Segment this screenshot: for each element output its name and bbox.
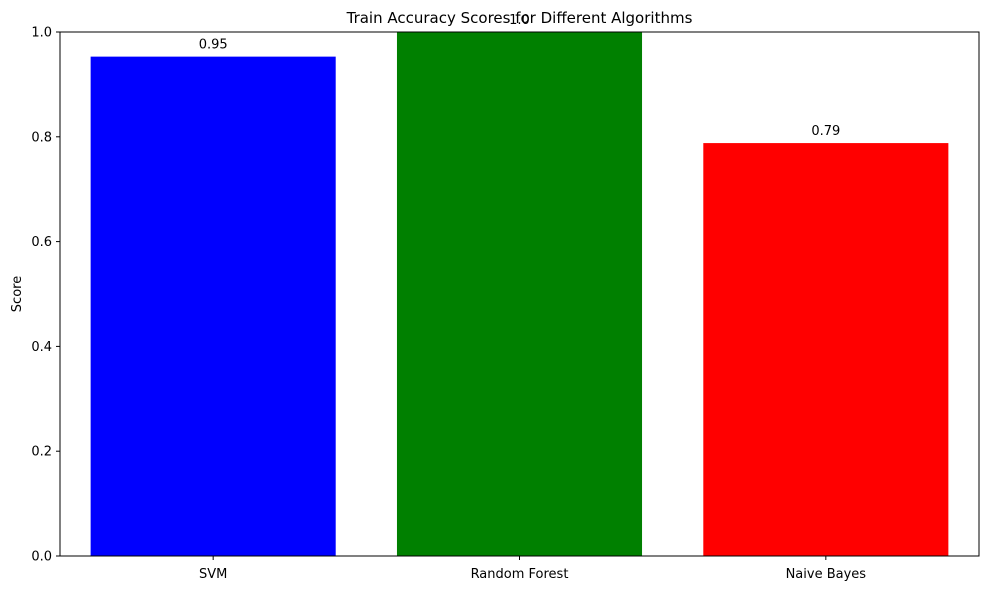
data-label: 1.0 — [509, 13, 530, 28]
y-tick-label: 0.2 — [31, 445, 52, 460]
data-label: 0.95 — [199, 38, 228, 53]
bars-layer — [90, 32, 949, 557]
x-tick-label: Naive Bayes — [786, 567, 867, 582]
data-labels-layer: 0.95 1.0 0.79 — [199, 13, 841, 139]
y-tick-label: 0.8 — [31, 130, 52, 145]
x-axis: SVM Random Forest Naive Bayes — [199, 556, 866, 582]
data-label: 0.79 — [811, 124, 840, 139]
chart-title: Train Accuracy Scores for Different Algo… — [346, 9, 693, 27]
bar-svm — [90, 56, 336, 557]
y-axis: 0.0 0.2 0.4 0.6 0.8 1.0 — [31, 26, 60, 565]
x-tick-label: SVM — [199, 567, 227, 582]
bar-random-forest — [396, 32, 643, 556]
y-tick-label: 0.6 — [31, 235, 52, 250]
y-tick-label: 1.0 — [31, 26, 52, 41]
x-tick-label: Random Forest — [471, 567, 569, 582]
y-tick-label: 0.0 — [31, 550, 52, 565]
bar-naive-bayes — [703, 143, 949, 556]
y-axis-label: Score — [10, 276, 25, 312]
y-tick-label: 0.4 — [31, 340, 52, 355]
